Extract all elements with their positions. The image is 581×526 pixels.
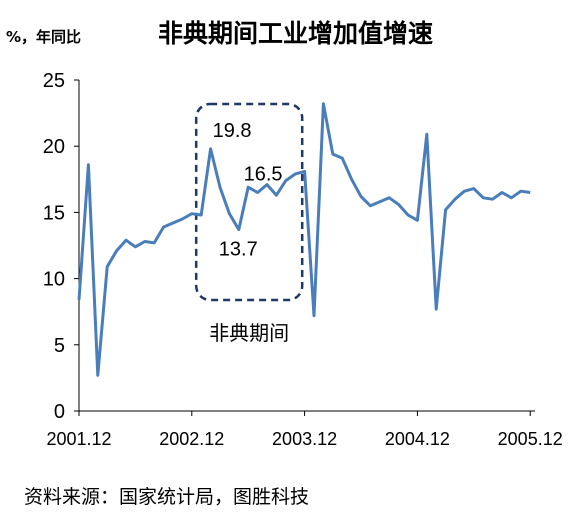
data-point [228,212,231,215]
data-point [106,265,109,268]
data-point [444,208,447,211]
data-point [313,314,316,317]
data-point [209,147,212,150]
data-label: 19.8 [213,120,252,142]
data-point [284,179,287,182]
data-point [369,204,372,207]
y-tick-label: 15 [43,202,65,224]
data-point [416,219,419,222]
y-tick-label: 0 [54,401,65,423]
sars-period-box [194,102,304,302]
x-tick-label: 2004.12 [385,429,450,449]
y-tick-label: 25 [43,70,65,92]
chart-title: 非典期间工业增加值增速 [158,19,433,48]
data-point [501,191,504,194]
data-point [491,198,494,201]
data-point [454,198,457,201]
data-point [331,153,334,156]
data-point [510,196,513,199]
data-point [200,214,203,217]
data-point [378,200,381,203]
data-point [322,102,325,105]
data-point [407,214,410,217]
data-point [134,245,137,248]
y-tick-label: 10 [43,269,65,291]
data-point [294,173,297,176]
data-point [181,218,184,221]
source-note: 资料来源：国家统计局，图胜科技 [24,486,309,508]
data-points [78,102,532,376]
y-axis-unit: %，年同比 [6,28,81,46]
data-point [172,221,175,224]
x-axis: 2001.12 2002.12 2003.12 2004.12 2005.12 [46,411,563,449]
data-point [143,240,146,243]
x-tick-label: 2001.12 [46,429,111,449]
data-point [472,187,475,190]
y-tick-label: 20 [43,136,65,158]
data-labels: 19.8 16.5 13.7 [213,120,283,261]
data-point [275,194,278,197]
data-point [96,374,99,377]
data-point [350,178,353,181]
data-point [162,225,165,228]
data-point [360,195,363,198]
data-point [529,191,532,194]
data-point [256,191,259,194]
data-point [397,203,400,206]
data-point [303,170,306,173]
sars-period-label: 非典期间 [209,321,289,345]
data-point [153,241,156,244]
x-tick-label: 2005.12 [498,429,563,449]
data-point [425,133,428,136]
data-label: 16.5 [244,164,283,186]
data-point [435,308,438,311]
data-point [78,298,81,301]
data-point [341,157,344,160]
data-point [463,190,466,193]
series-line [77,102,531,377]
data-point [247,186,250,189]
data-point [482,196,485,199]
data-point [219,186,222,189]
data-point [519,190,522,193]
data-point [125,239,128,242]
data-point [87,163,90,166]
data-point [388,196,391,199]
data-point [237,228,240,231]
data-point [115,249,118,252]
y-tick-label: 5 [54,335,65,357]
y-axis: 0 5 10 15 20 25 [43,70,79,423]
x-tick-label: 2003.12 [272,429,337,449]
data-label: 13.7 [219,239,258,261]
x-tick-label: 2002.12 [159,429,224,449]
data-point [190,212,193,215]
